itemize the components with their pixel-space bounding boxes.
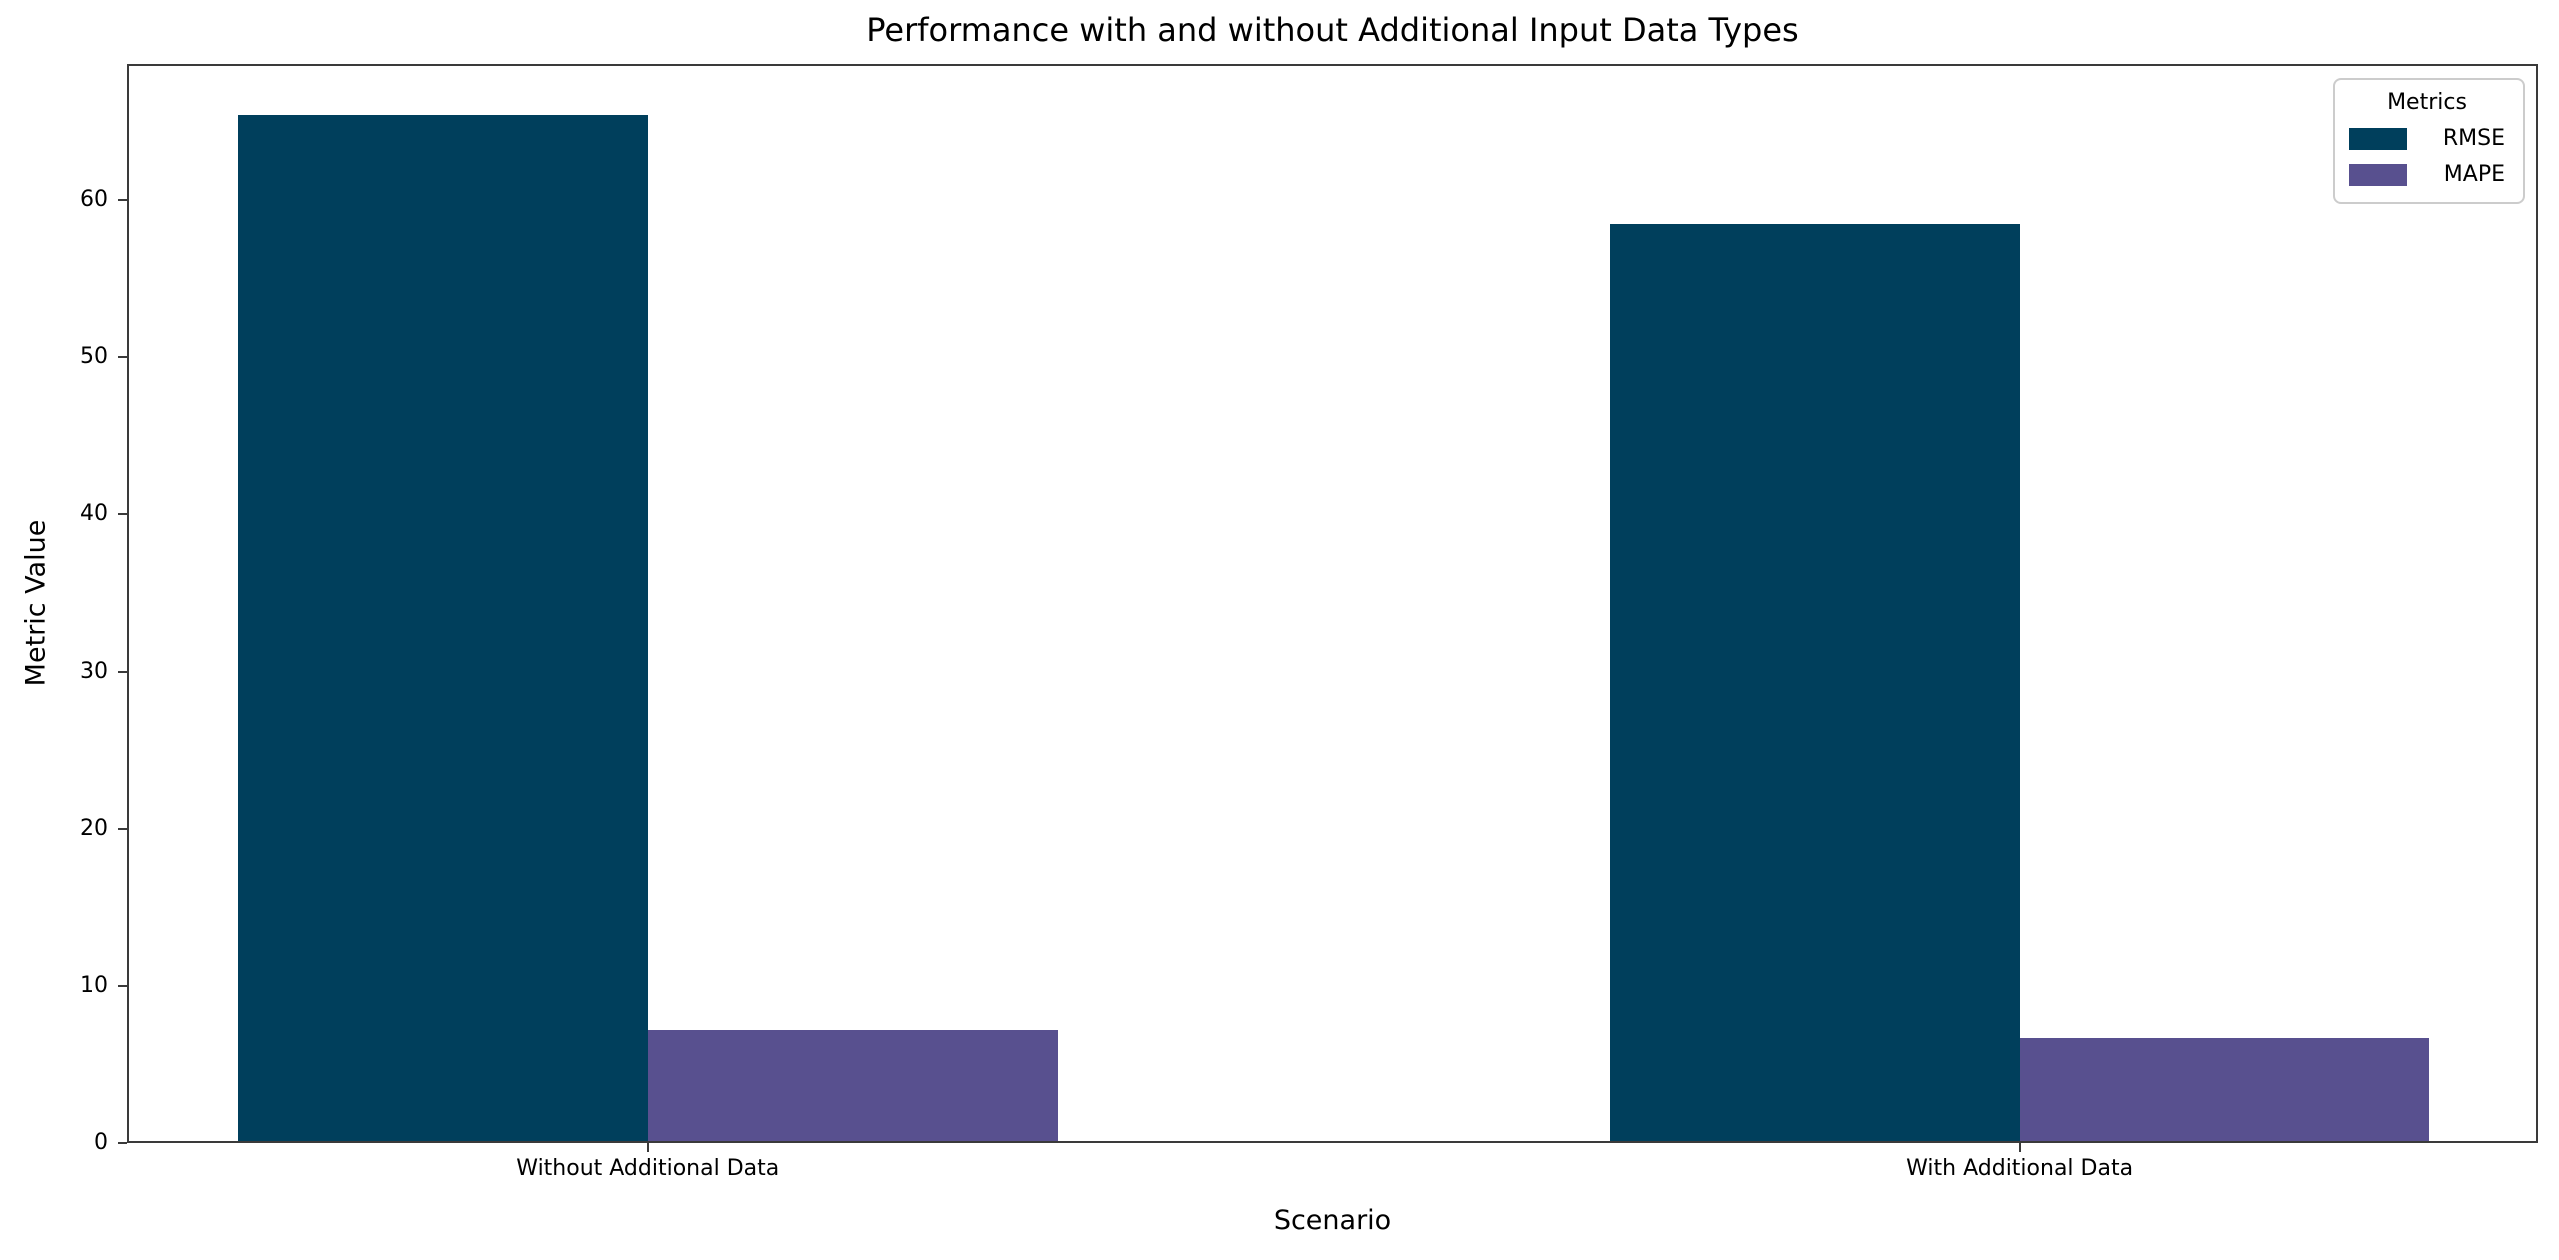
x-tick-mark xyxy=(2018,1143,2021,1152)
y-tick-mark xyxy=(118,670,127,673)
legend: Metrics RMSE MAPE xyxy=(2333,78,2525,204)
bar-mape-2 xyxy=(2019,1037,2430,1143)
y-tick-mark xyxy=(118,827,127,830)
y-tick-mark xyxy=(118,1142,127,1144)
bar-rmse-1 xyxy=(237,115,648,1143)
y-tick-mark xyxy=(118,513,127,516)
legend-swatch-mape-icon xyxy=(2349,164,2407,186)
legend-label-rmse: RMSE xyxy=(2442,126,2505,151)
legend-entry-mape: MAPE xyxy=(2349,162,2505,188)
x-tick-label: Without Additional Data xyxy=(516,1156,780,1181)
bar-rmse-2 xyxy=(1609,223,2020,1143)
legend-entry-rmse: RMSE xyxy=(2349,126,2505,152)
y-tick-label: 60 xyxy=(80,187,108,213)
x-axis-label: Scenario xyxy=(1273,1205,1392,1236)
y-tick-label: 10 xyxy=(80,972,108,998)
y-tick-label: 40 xyxy=(80,501,108,527)
y-tick-label: 50 xyxy=(80,344,108,370)
legend-swatch-rmse-icon xyxy=(2349,128,2407,150)
bar-mape-1 xyxy=(647,1029,1058,1143)
legend-title: Metrics xyxy=(2387,90,2467,115)
y-tick-label: 20 xyxy=(80,815,108,841)
y-tick-label: 30 xyxy=(80,658,108,684)
y-tick-mark xyxy=(118,199,127,202)
y-tick-mark xyxy=(118,356,127,359)
x-tick-mark xyxy=(646,1143,649,1152)
legend-label-mape: MAPE xyxy=(2443,162,2505,187)
y-tick-label: 0 xyxy=(94,1130,108,1155)
x-tick-label: With Additional Data xyxy=(1906,1156,2134,1181)
chart-title: Performance with and without Additional … xyxy=(866,11,1799,49)
y-tick-mark xyxy=(118,984,127,987)
